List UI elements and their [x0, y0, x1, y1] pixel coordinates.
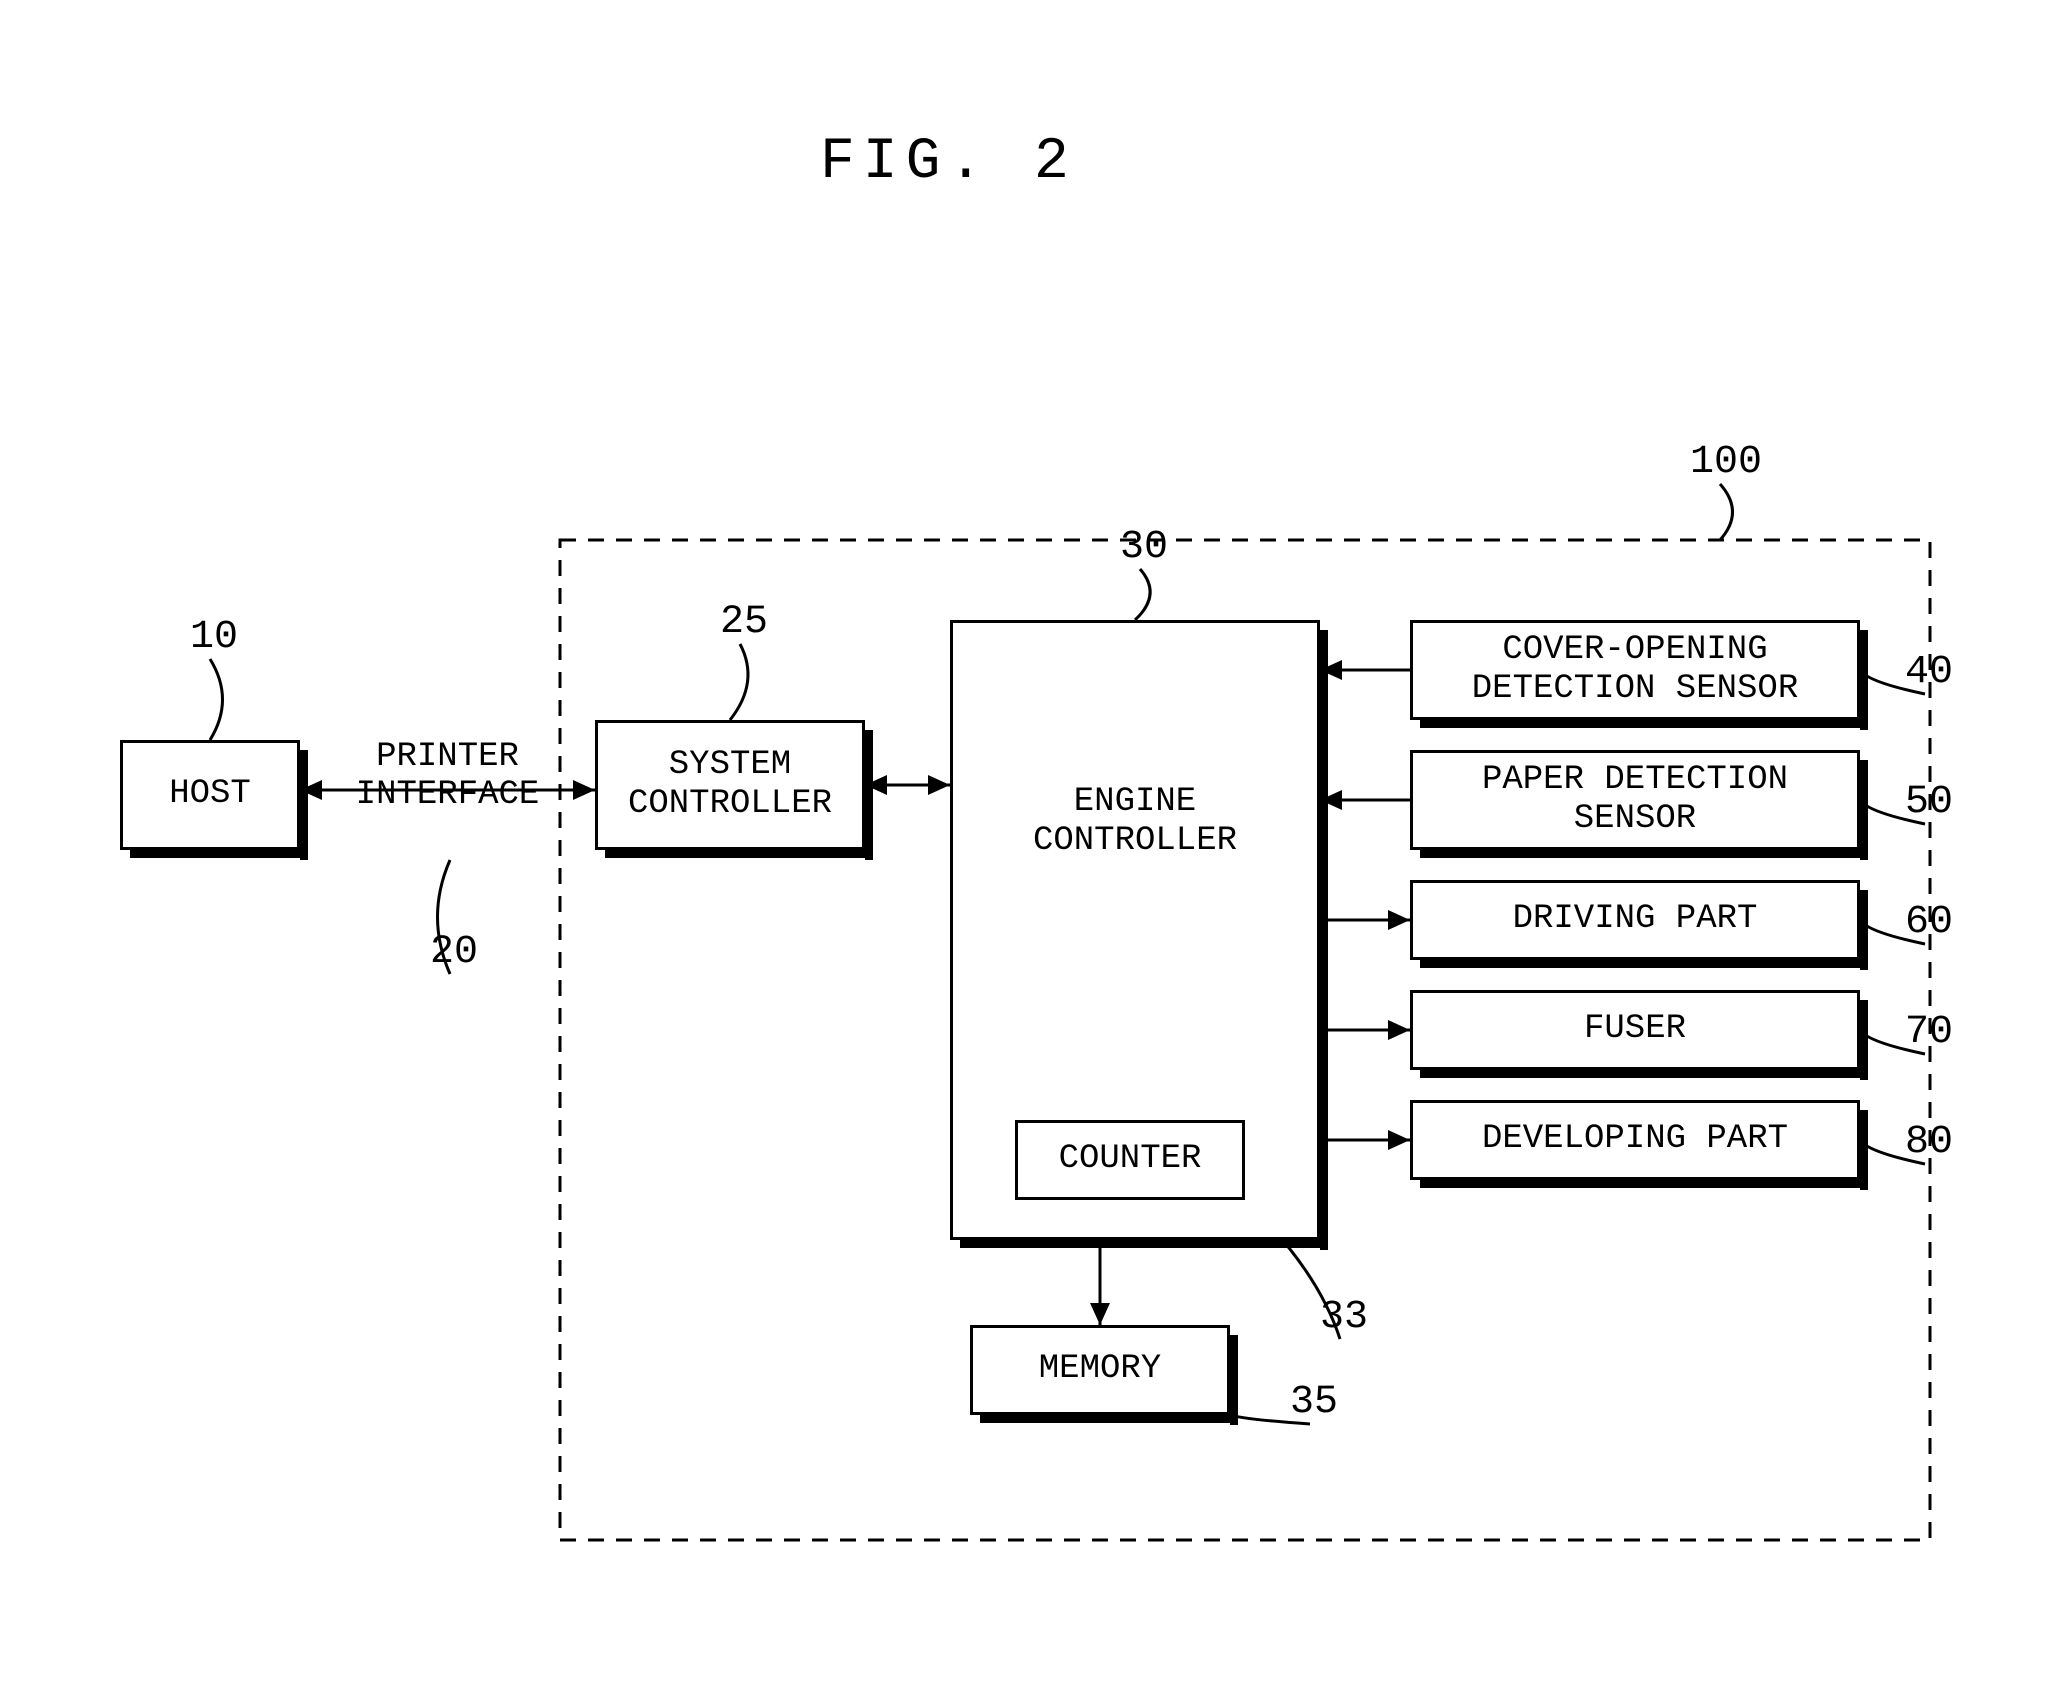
memory-shadow	[980, 1415, 1238, 1423]
paper-shadow	[1420, 850, 1868, 858]
developing-box: DEVELOPING PART	[1410, 1100, 1860, 1180]
paper-box: PAPER DETECTIONSENSOR	[1410, 750, 1860, 850]
driving-label: DRIVING PART	[1513, 900, 1758, 939]
paper-label: PAPER DETECTIONSENSOR	[1482, 761, 1788, 839]
paper-shadow	[1860, 760, 1868, 860]
memory-label: MEMORY	[1039, 1350, 1161, 1389]
cover-shadow	[1860, 630, 1868, 730]
ref-40: 40	[1905, 650, 1953, 695]
leader-100	[1720, 484, 1733, 540]
ref-80: 80	[1905, 1120, 1953, 1165]
counter-label: COUNTER	[1059, 1140, 1202, 1179]
leader-30	[1135, 569, 1150, 620]
counter-box: COUNTER	[1015, 1120, 1245, 1200]
ref-100: 100	[1690, 440, 1762, 485]
ref-10: 10	[190, 615, 238, 660]
driving-shadow	[1860, 890, 1868, 970]
arrowhead	[1090, 1303, 1110, 1325]
memory-box: MEMORY	[970, 1325, 1230, 1415]
ref-20: 20	[430, 930, 478, 975]
developing-shadow	[1420, 1180, 1868, 1188]
fuser-shadow	[1860, 1000, 1868, 1080]
diagram-stage: FIG. 2 HOSTSYSTEMCONTROLLERENGINECONTROL…	[0, 0, 2045, 1684]
driving-box: DRIVING PART	[1410, 880, 1860, 960]
engine-label: ENGINECONTROLLER	[1033, 783, 1237, 861]
connector-label: PRINTERINTERFACE	[320, 738, 575, 814]
sysctrl-shadow	[865, 730, 873, 860]
arrowhead	[928, 775, 950, 795]
arrowhead	[1388, 1020, 1410, 1040]
leader-25	[730, 644, 748, 720]
cover-box: COVER-OPENINGDETECTION SENSOR	[1410, 620, 1860, 720]
fuser-label: FUSER	[1584, 1010, 1686, 1049]
ref-25: 25	[720, 600, 768, 645]
ref-30: 30	[1120, 525, 1168, 570]
sysctrl-label: SYSTEMCONTROLLER	[628, 746, 832, 824]
cover-label: COVER-OPENINGDETECTION SENSOR	[1472, 631, 1798, 709]
sysctrl-box: SYSTEMCONTROLLER	[595, 720, 865, 850]
host-shadow	[300, 750, 308, 860]
fuser-shadow	[1420, 1070, 1868, 1078]
ref-60: 60	[1905, 900, 1953, 945]
sysctrl-shadow	[605, 850, 873, 858]
ref-33: 33	[1320, 1295, 1368, 1340]
developing-shadow	[1860, 1110, 1868, 1190]
developing-label: DEVELOPING PART	[1482, 1120, 1788, 1159]
leader-10	[210, 659, 223, 740]
host-label: HOST	[169, 775, 251, 814]
arrowhead	[573, 780, 595, 800]
ref-50: 50	[1905, 780, 1953, 825]
memory-shadow	[1230, 1335, 1238, 1425]
fuser-box: FUSER	[1410, 990, 1860, 1070]
driving-shadow	[1420, 960, 1868, 968]
host-box: HOST	[120, 740, 300, 850]
ref-35: 35	[1290, 1380, 1338, 1425]
engine-shadow	[960, 1240, 1328, 1248]
cover-shadow	[1420, 720, 1868, 728]
ref-70: 70	[1905, 1010, 1953, 1055]
arrowhead	[1388, 1130, 1410, 1150]
host-shadow	[130, 850, 308, 858]
arrowhead	[1388, 910, 1410, 930]
engine-shadow	[1320, 630, 1328, 1250]
